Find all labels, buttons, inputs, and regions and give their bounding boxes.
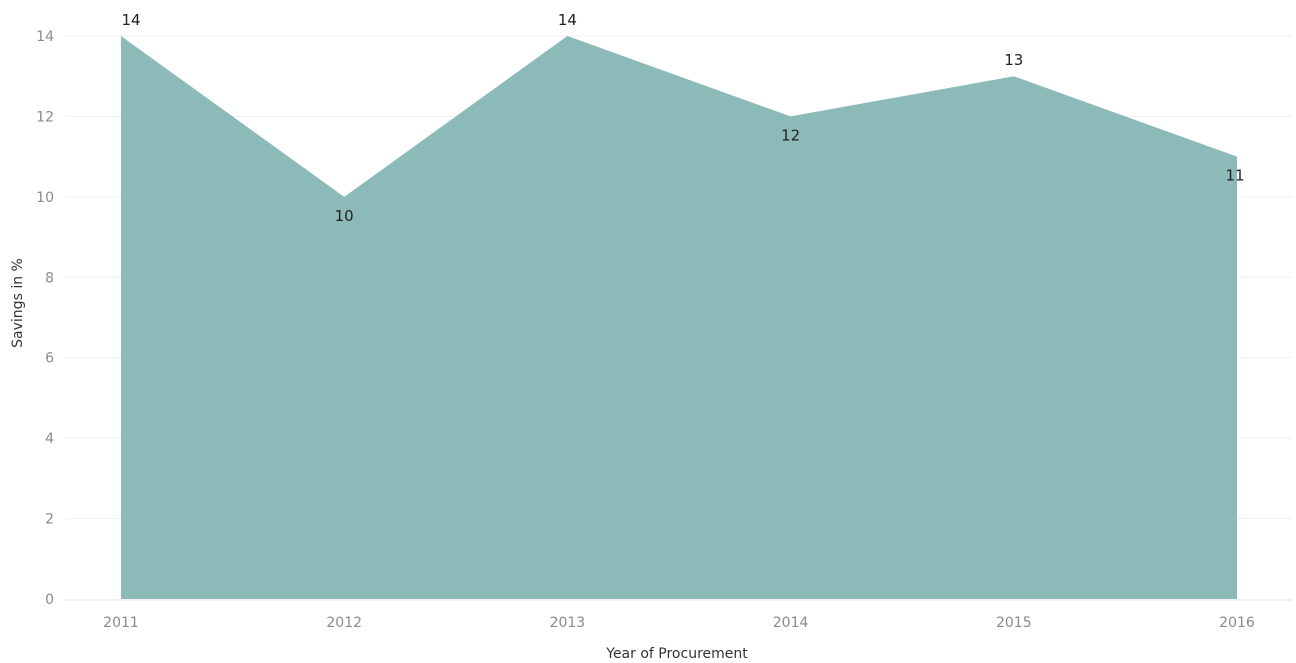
x-axis-ticks: 2011 2012 2013 2014 2015 2016 <box>103 615 1255 631</box>
data-labels: 14 10 14 12 13 11 <box>121 11 1244 225</box>
x-tick-label-2012: 2012 <box>326 615 362 631</box>
y-tick-label-14: 14 <box>36 29 54 45</box>
data-label-2013: 14 <box>558 11 577 29</box>
area-fill <box>121 36 1237 599</box>
x-tick-label-2014: 2014 <box>773 615 809 631</box>
y-tick-label-10: 10 <box>36 190 54 206</box>
data-label-2012: 10 <box>335 207 354 225</box>
y-tick-label-4: 4 <box>45 431 54 447</box>
y-tick-label-8: 8 <box>45 270 54 286</box>
y-axis-ticks: 0 2 4 6 8 10 12 14 <box>36 29 54 608</box>
y-tick-label-0: 0 <box>45 592 54 608</box>
area-series <box>120 35 1238 599</box>
data-label-2011: 14 <box>121 11 140 29</box>
x-axis-title: Year of Procurement <box>605 646 748 662</box>
data-label-2015: 13 <box>1004 51 1023 69</box>
y-tick-label-12: 12 <box>36 109 54 125</box>
y-axis-title: Savings in % <box>10 258 26 348</box>
y-tick-label-6: 6 <box>45 351 54 367</box>
x-tick-label-2011: 2011 <box>103 615 139 631</box>
x-tick-label-2015: 2015 <box>996 615 1032 631</box>
x-tick-label-2016: 2016 <box>1219 615 1255 631</box>
data-label-2016: 11 <box>1225 167 1244 185</box>
x-tick-label-2013: 2013 <box>550 615 586 631</box>
y-tick-label-2: 2 <box>45 512 54 528</box>
data-label-2014: 12 <box>781 126 800 144</box>
